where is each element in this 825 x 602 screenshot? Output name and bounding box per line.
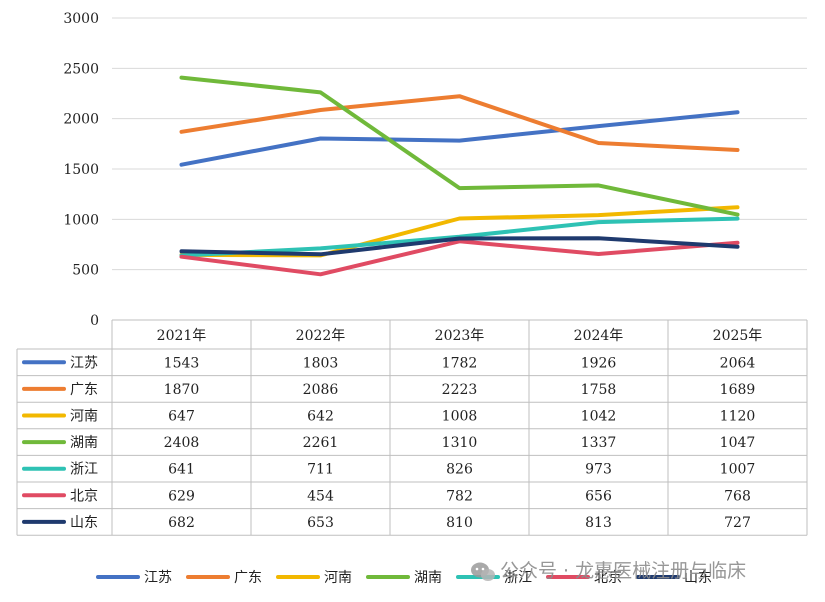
watermark-text: 公众号 · 龙惠医械注册与临床 bbox=[500, 560, 746, 582]
y-tick-label: 2000 bbox=[63, 112, 99, 128]
table-series-name: 北京 bbox=[70, 488, 98, 504]
data-cell: 1782 bbox=[442, 355, 478, 371]
data-cell: 711 bbox=[307, 462, 334, 478]
data-cell: 1337 bbox=[581, 435, 617, 451]
data-cell: 727 bbox=[724, 515, 751, 531]
x-category-label: 2021年 bbox=[157, 328, 207, 344]
y-tick-label: 2500 bbox=[63, 61, 99, 77]
x-category-label: 2025年 bbox=[713, 328, 763, 344]
table-series-name: 湖南 bbox=[70, 435, 98, 451]
x-category-label: 2022年 bbox=[296, 328, 346, 344]
data-cell: 2223 bbox=[442, 382, 478, 398]
table-series-name: 浙江 bbox=[70, 462, 98, 478]
data-cell: 1047 bbox=[720, 435, 756, 451]
series-line-广东 bbox=[179, 94, 740, 152]
data-cell: 629 bbox=[168, 488, 195, 504]
data-cell: 647 bbox=[168, 409, 195, 425]
data-cell: 1120 bbox=[720, 409, 756, 425]
series-line-湖南 bbox=[179, 75, 740, 217]
gridlines bbox=[112, 17, 807, 271]
table-series-name: 江苏 bbox=[70, 355, 98, 371]
y-tick-label: 500 bbox=[72, 263, 99, 279]
data-cell: 768 bbox=[724, 488, 751, 504]
data-cell: 1758 bbox=[581, 382, 617, 398]
table-series-name: 广东 bbox=[70, 382, 98, 398]
data-cell: 1007 bbox=[720, 462, 756, 478]
data-cell: 656 bbox=[585, 488, 612, 504]
legend: 江苏 广东 河南 湖南 浙江 北京 山东 bbox=[96, 570, 712, 586]
data-cell: 1008 bbox=[442, 409, 478, 425]
wechat-icon bbox=[471, 562, 495, 581]
data-cell: 642 bbox=[307, 409, 334, 425]
data-cell: 1803 bbox=[303, 355, 339, 371]
x-category-label: 2023年 bbox=[435, 328, 485, 344]
data-cell: 810 bbox=[446, 515, 473, 531]
data-cell: 2408 bbox=[164, 435, 200, 451]
data-cell: 2086 bbox=[303, 382, 339, 398]
data-cell: 653 bbox=[307, 515, 334, 531]
data-cell: 454 bbox=[307, 488, 334, 504]
series-lines bbox=[179, 75, 740, 277]
legend-label: 江苏 bbox=[144, 570, 172, 586]
y-tick-label: 1500 bbox=[63, 162, 99, 178]
data-cell: 813 bbox=[585, 515, 612, 531]
series-line-山东 bbox=[179, 236, 740, 257]
data-cell: 1543 bbox=[164, 355, 200, 371]
x-category-label: 2024年 bbox=[574, 328, 624, 344]
data-cell: 682 bbox=[168, 515, 195, 531]
data-cell: 641 bbox=[168, 462, 195, 478]
y-tick-label: 0 bbox=[90, 313, 99, 329]
legend-label: 湖南 bbox=[414, 570, 442, 586]
data-cell: 826 bbox=[446, 462, 473, 478]
data-cell: 973 bbox=[585, 462, 612, 478]
data-cell: 1926 bbox=[581, 355, 617, 371]
data-cell: 782 bbox=[446, 488, 473, 504]
series-line-北京 bbox=[179, 239, 740, 277]
legend-label: 山东 bbox=[684, 570, 712, 586]
data-cell: 2064 bbox=[720, 355, 756, 371]
y-axis-ticks: 0 500 1000 1500 2000 2500 3000 bbox=[63, 11, 99, 329]
series-line-江苏 bbox=[179, 110, 740, 167]
table-series-name: 河南 bbox=[70, 409, 98, 425]
data-cell: 1870 bbox=[164, 382, 200, 398]
y-tick-label: 3000 bbox=[63, 11, 99, 27]
table-series-name: 山东 bbox=[70, 515, 98, 531]
data-cell: 1042 bbox=[581, 409, 617, 425]
data-cell: 1310 bbox=[442, 435, 478, 451]
y-tick-label: 1000 bbox=[63, 212, 99, 228]
data-cell: 1689 bbox=[720, 382, 756, 398]
legend-label: 广东 bbox=[234, 570, 262, 586]
legend-label: 北京 bbox=[594, 570, 622, 586]
data-cell: 2261 bbox=[303, 435, 339, 451]
watermark: 公众号 · 龙惠医械注册与临床 bbox=[471, 560, 746, 582]
legend-label: 浙江 bbox=[504, 570, 532, 586]
legend-label: 河南 bbox=[324, 570, 352, 586]
